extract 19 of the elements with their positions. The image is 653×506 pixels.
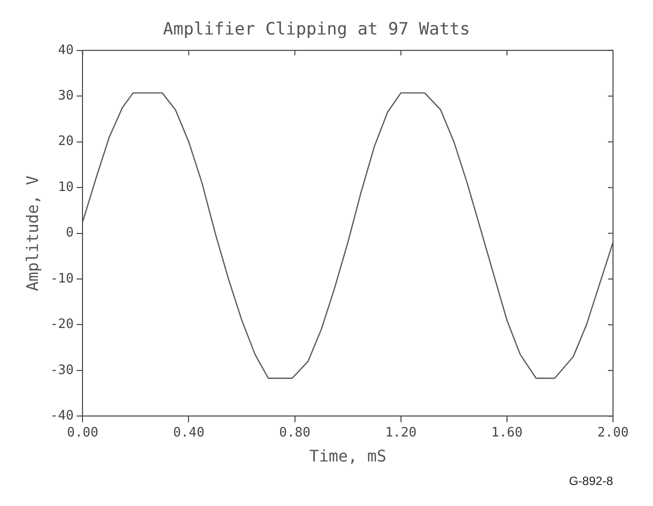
x-tick-label: 0.40 <box>173 425 204 440</box>
y-tick-label: 20 <box>58 134 74 150</box>
y-tick-label: 40 <box>58 42 74 58</box>
y-tick-label: 0 <box>66 226 74 241</box>
x-tick-label: 2.00 <box>597 425 629 440</box>
y-axis-title: Amplitude, V <box>22 175 42 292</box>
y-tick-label: 10 <box>58 180 74 195</box>
x-tick-label: 1.20 <box>385 425 417 440</box>
x-tick-label: 0.00 <box>67 425 98 440</box>
y-tick-label: -40 <box>50 408 74 424</box>
x-tick-label: 0.80 <box>279 425 310 440</box>
y-tick-label: -10 <box>50 271 74 286</box>
y-tick-label: -30 <box>50 362 74 378</box>
y-tick-label: 30 <box>58 88 74 104</box>
y-tick-label: -20 <box>50 317 74 332</box>
text: G-892-8 <box>568 474 613 488</box>
x-tick-label: 1.60 <box>491 425 523 440</box>
x-axis-title: Time, mS <box>309 446 386 466</box>
chart-title: Amplifier Clipping at 97 Watts <box>162 20 470 40</box>
